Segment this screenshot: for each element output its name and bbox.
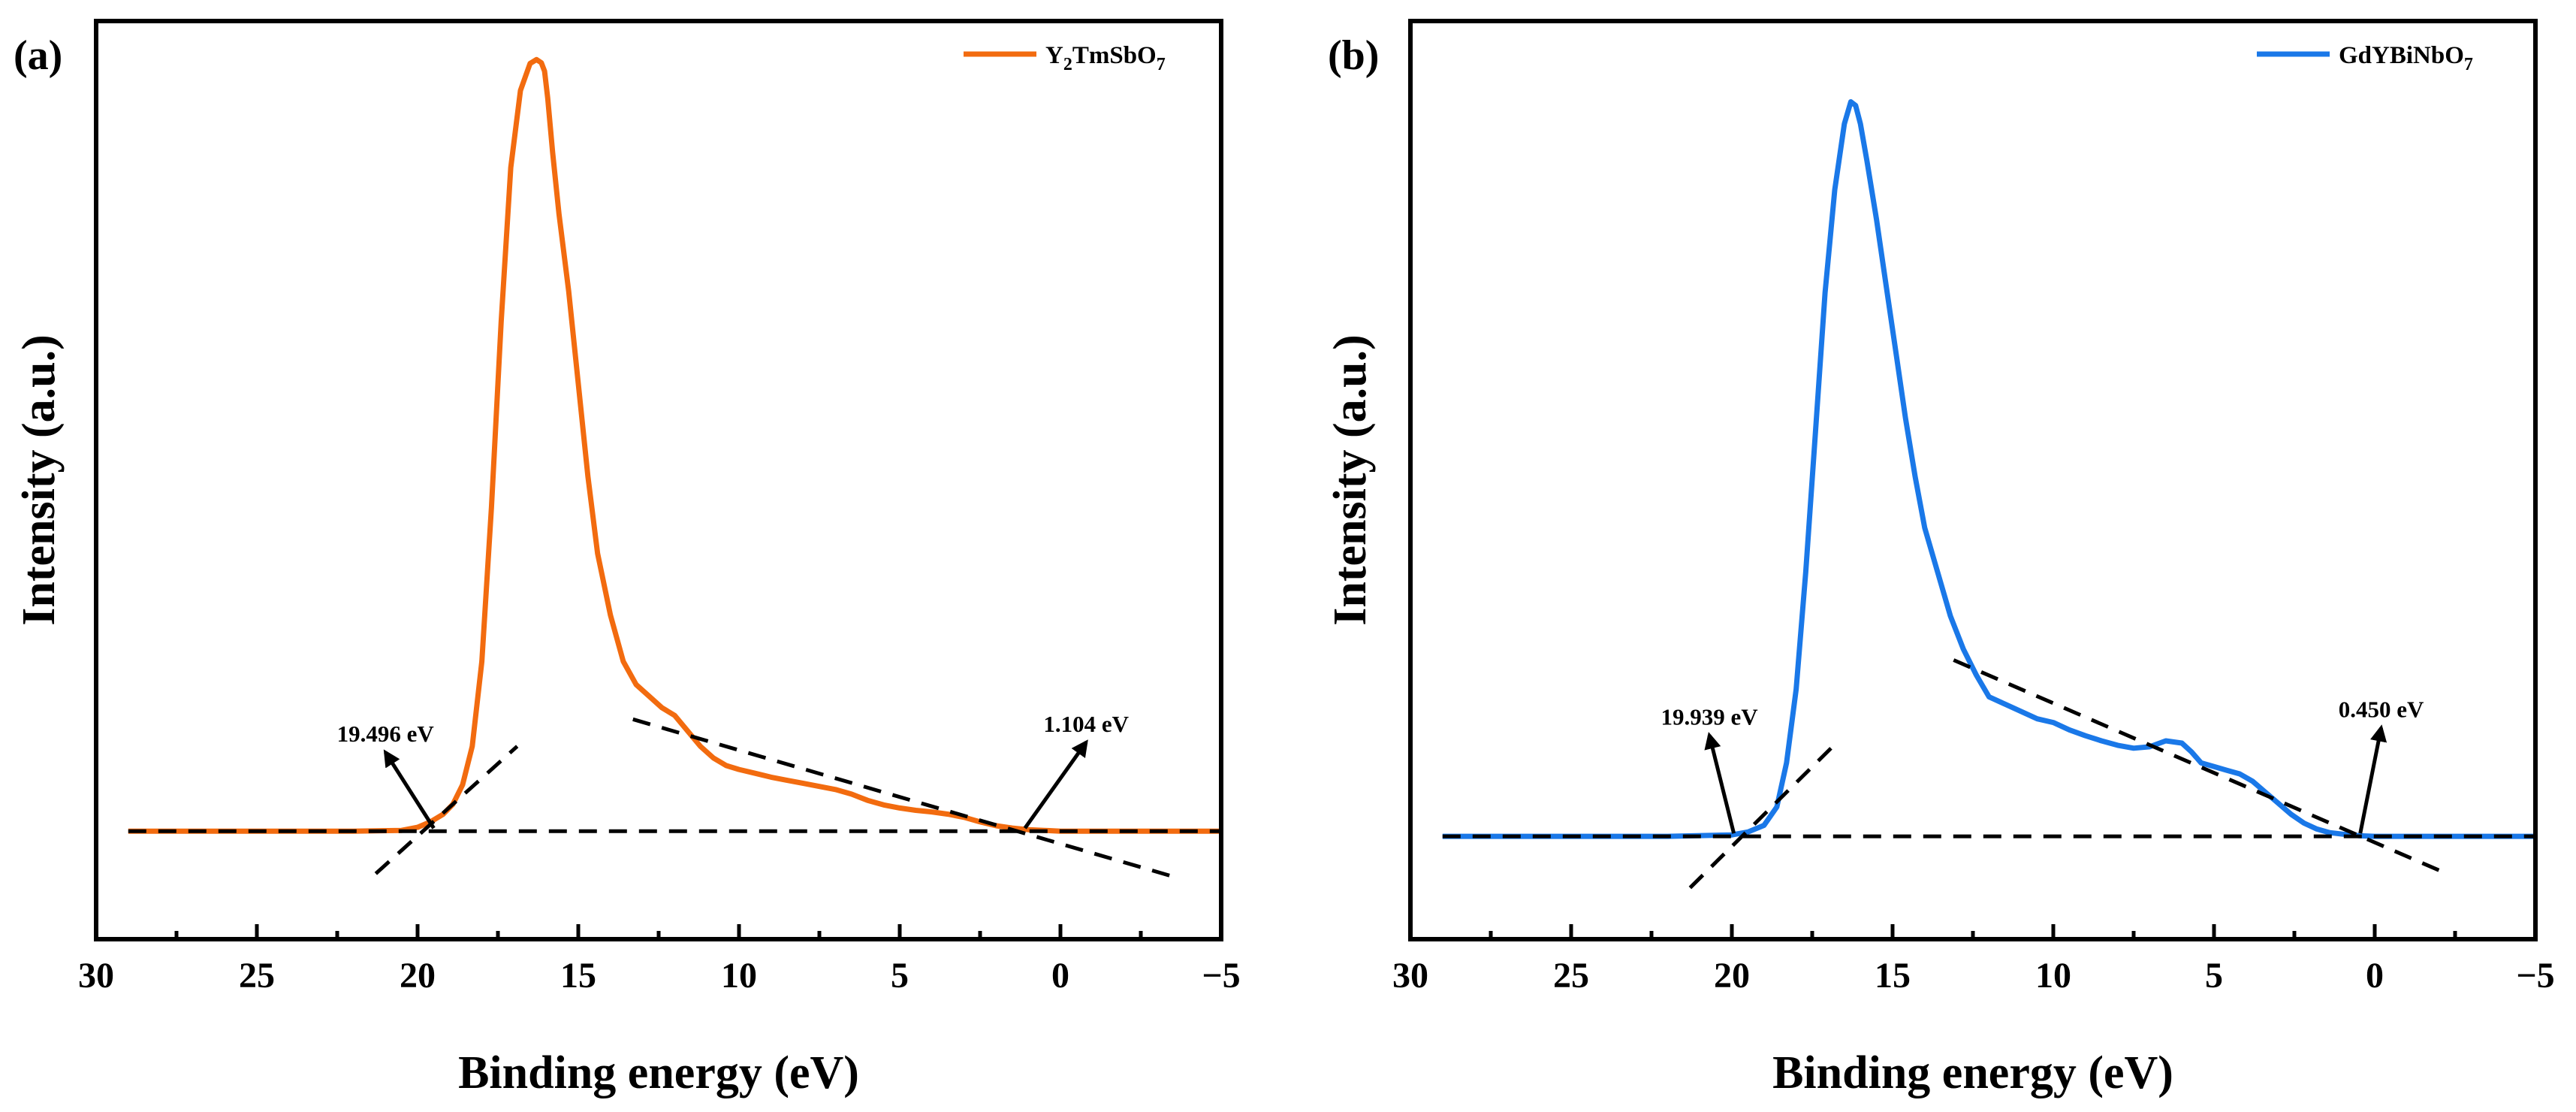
x-tick-label: 30 (1392, 956, 1428, 996)
panel-label: (b) (1328, 32, 1379, 79)
x-tick-label: 25 (239, 956, 275, 996)
x-axis-ticks: 30 25 20 15 10 5 0 −5 (78, 924, 1241, 996)
legend: Y2TmSbO7 (964, 42, 1166, 74)
annotation-label: 19.939 eV (1661, 703, 1758, 730)
series-line (128, 56, 1221, 834)
annotation-arrow (1704, 732, 1736, 834)
legend: GdYBiNbO7 (2257, 42, 2473, 74)
x-tick-label: 5 (891, 956, 909, 996)
annotation-arrow (383, 749, 436, 829)
x-tick-label: 20 (1714, 956, 1750, 996)
series-line (1442, 99, 2535, 839)
x-tick-label: −5 (1202, 956, 1240, 996)
x-tick-label: 10 (721, 956, 757, 996)
plot-area: 19.496 eV 1.104 eV (128, 56, 1221, 880)
x-tick-label: 15 (560, 956, 596, 996)
legend-text: Y2TmSbO7 (1045, 42, 1166, 74)
x-tick-label: 30 (78, 956, 114, 996)
x-tick-label: 0 (1051, 956, 1069, 996)
annotation-arrow (1023, 739, 1088, 829)
panel-b: (b) 19.939 eV 0.450 eV 30 25 20 15 10 5 0 −5 GdY… (1325, 19, 2555, 1098)
legend-text: GdYBiNbO7 (2339, 42, 2473, 74)
x-tick-label: 0 (2366, 956, 2384, 996)
tangent-guide (1688, 743, 1836, 890)
x-tick-label: 10 (2035, 956, 2071, 996)
x-tick-label: 15 (1875, 956, 1911, 996)
annotation-label: 19.496 eV (337, 721, 435, 747)
panel-label: (a) (14, 32, 62, 79)
x-tick-label: 5 (2205, 956, 2223, 996)
annotation-label: 1.104 eV (1043, 711, 1129, 737)
tangent-guide (374, 745, 519, 875)
annotation-arrow (2358, 724, 2387, 834)
y-axis-label: Intensity (a.u.) (14, 334, 65, 626)
x-axis-label: Binding energy (eV) (1772, 1047, 2173, 1098)
x-tick-label: 20 (400, 956, 436, 996)
x-axis-ticks: 30 25 20 15 10 5 0 −5 (1392, 924, 2555, 996)
plot-area: 19.939 eV 0.450 eV (1442, 99, 2535, 890)
annotation-label: 0.450 eV (2339, 697, 2424, 723)
x-tick-label: 25 (1553, 956, 1589, 996)
axes-frame (94, 19, 1223, 941)
x-axis-label: Binding energy (eV) (458, 1047, 859, 1098)
panel-a: (a) 19.496 eV 1.104 eV 30 25 20 15 10 5 0 −5 Y2T… (14, 19, 1241, 1098)
tangent-guide (632, 717, 1177, 880)
y-axis-label: Intensity (a.u.) (1325, 334, 1376, 626)
x-tick-label: −5 (2516, 956, 2554, 996)
